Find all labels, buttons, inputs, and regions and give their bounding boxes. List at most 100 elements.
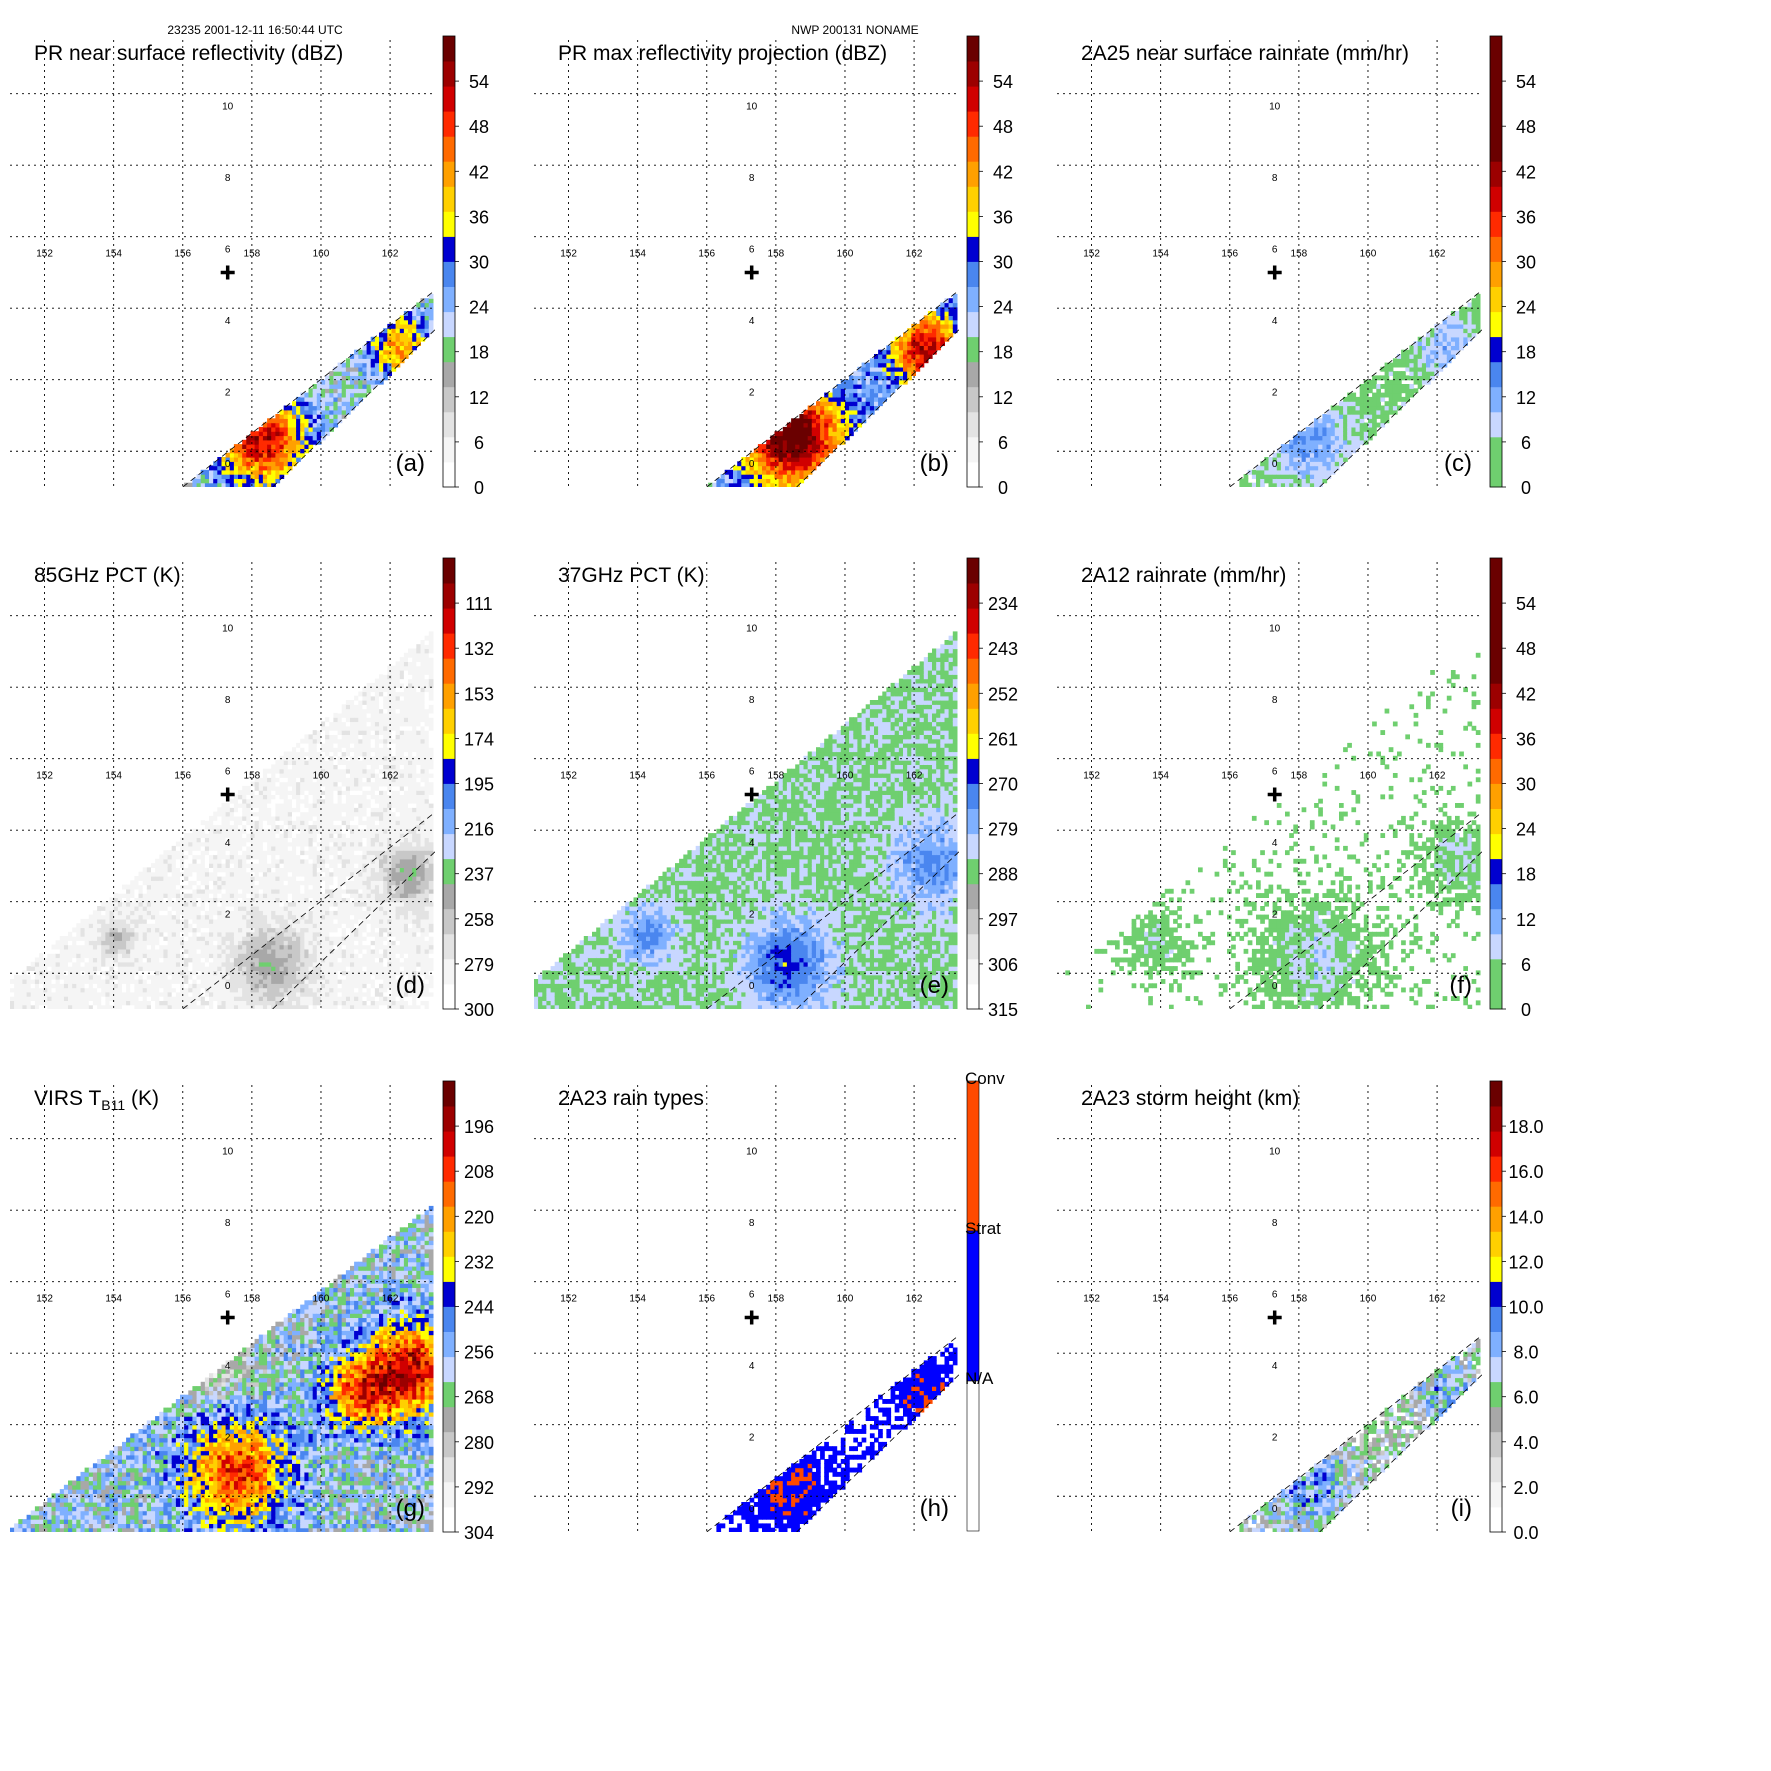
colorbar-segment: [967, 758, 979, 784]
colorbar-tick-label: 292: [464, 1478, 494, 1498]
lat-tick-label: 2: [1272, 910, 1278, 921]
colorbar-segment: [967, 411, 979, 438]
lon-tick-label: 154: [105, 1293, 122, 1304]
panel-h: 152 154 156 158 160 162 10 8 6 4 2 0 2A23 rain types…: [534, 1069, 1005, 1532]
colorbar-segment: [1490, 1306, 1502, 1332]
lon-tick-label: 160: [837, 248, 854, 259]
lat-tick-label: 6: [749, 1290, 755, 1301]
lon-tick-label: 160: [837, 770, 854, 781]
colorbar-segment: [1490, 311, 1502, 338]
lat-tick-label: 8: [225, 1218, 231, 1229]
storm-center-cross-icon: [744, 1310, 759, 1325]
colorbar-segment: [443, 1431, 455, 1458]
lon-tick-label: 162: [906, 770, 923, 781]
swath-edge: [1319, 851, 1482, 1009]
colorbar-segment: [443, 1131, 455, 1157]
colorbar-tick-label: 258: [464, 910, 494, 930]
colorbar-segment: [1490, 658, 1502, 684]
lat-tick-label: 10: [1269, 1147, 1281, 1158]
lon-tick-label: 156: [698, 770, 715, 781]
lon-tick-label: 162: [1429, 770, 1446, 781]
lat-tick-label: 2: [225, 910, 231, 921]
colorbar-segment: [967, 933, 979, 960]
lon-tick-label: 160: [313, 770, 330, 781]
colorbar-tick-label: 24: [993, 298, 1013, 318]
colorbar-tick-label: 30: [1516, 775, 1536, 795]
panel-title: 2A23 rain types: [558, 1087, 704, 1110]
swath-edge: [796, 851, 959, 1009]
lon-tick-label: 152: [36, 1293, 53, 1304]
colorbar-tick-label: 10.0: [1508, 1298, 1543, 1318]
colorbar-segment: [1490, 808, 1502, 835]
colorbar-segment: [1490, 1281, 1502, 1307]
colorbar-segment: [967, 361, 979, 388]
lat-tick-label: 0: [749, 981, 755, 992]
lon-tick-label: 156: [698, 1293, 715, 1304]
lon-tick-label: 162: [382, 1293, 399, 1304]
panel-title: PR max reflectivity projection (dBZ): [558, 42, 887, 65]
colorbar-segment: [443, 558, 455, 584]
colorbar-segment: [443, 608, 455, 634]
colorbar-tick-label: 24: [1516, 820, 1536, 840]
colorbar-segment: [443, 683, 455, 709]
lon-tick-label: 152: [560, 770, 577, 781]
colorbar-segment: [443, 461, 455, 488]
panel-d: 152 154 156 158 160 162 10 8 6 4 2 0 85GHz PCT (K) (d…: [10, 557, 494, 1020]
colorbar-tick-label: 30: [469, 253, 489, 273]
swath-edge: [706, 812, 959, 1009]
lon-tick-label: 162: [382, 248, 399, 259]
colorbar-segment: [443, 86, 455, 112]
colorbar-tick-label: 54: [993, 72, 1013, 92]
colorbar-segment: [1490, 733, 1502, 759]
lat-tick-label: 8: [225, 173, 231, 184]
lat-tick-label: 6: [749, 767, 755, 778]
colorbar-segment: [443, 1406, 455, 1433]
colorbar-tick-label: 244: [464, 1298, 494, 1318]
colorbar-segment: [967, 858, 979, 885]
lon-tick-label: 158: [244, 770, 261, 781]
colorbar-segment: [443, 36, 455, 62]
colorbar-segment: [1490, 86, 1502, 112]
lat-tick-label: 0: [1272, 981, 1278, 992]
colorbar-tick-label: 4.0: [1513, 1433, 1538, 1453]
colorbar-segment: [967, 708, 979, 734]
colorbar-segment: [1490, 558, 1502, 584]
colorbar-segment: [443, 958, 455, 985]
colorbar-segment: [967, 833, 979, 860]
lon-tick-label: 162: [1429, 248, 1446, 259]
colorbar: 111 132 153 174 195 216 237 258 279 300: [442, 557, 494, 1020]
colorbar-tick-label: 54: [469, 72, 489, 92]
colorbar: Conv Strat N/A: [965, 1069, 1005, 1532]
lat-tick-label: 2: [225, 388, 231, 399]
lon-tick-label: 158: [1291, 1293, 1308, 1304]
colorbar-segment: [967, 461, 979, 488]
lat-tick-label: 4: [1272, 838, 1278, 849]
colorbar-segment: [443, 1306, 455, 1332]
lat-tick-label: 8: [749, 173, 755, 184]
colorbar-segment: [1490, 1356, 1502, 1383]
field-e: [534, 631, 958, 1009]
colorbar-tick-label: 261: [988, 729, 1018, 749]
storm-center-cross-icon: [744, 787, 759, 802]
colorbar-segment: [967, 908, 979, 935]
colorbar-segment: [1490, 583, 1502, 609]
panel-title: 2A23 storm height (km): [1081, 1087, 1299, 1110]
colorbar-segment: [1490, 1106, 1502, 1132]
lon-tick-label: 158: [244, 248, 261, 259]
lon-tick-label: 154: [629, 770, 646, 781]
colorbar-tick-label: 18: [1516, 343, 1536, 363]
lat-tick-label: 2: [749, 910, 755, 921]
colorbar-tick-label: 14.0: [1508, 1207, 1543, 1227]
colorbar-segment: [443, 136, 455, 162]
colorbar: 196 208 220 232 244 256 268 280 292 304: [442, 1080, 494, 1543]
colorbar-segment: [1490, 1331, 1502, 1358]
colorbar-tick-label: 24: [469, 298, 489, 318]
field-i: [1239, 1338, 1481, 1532]
lon-tick-label: 162: [382, 770, 399, 781]
colorbar-segment: [1490, 186, 1502, 212]
lat-tick-label: 10: [746, 624, 758, 635]
colorbar-segment: [443, 1356, 455, 1383]
lon-tick-label: 152: [1083, 770, 1100, 781]
lat-tick-label: 8: [749, 1218, 755, 1229]
